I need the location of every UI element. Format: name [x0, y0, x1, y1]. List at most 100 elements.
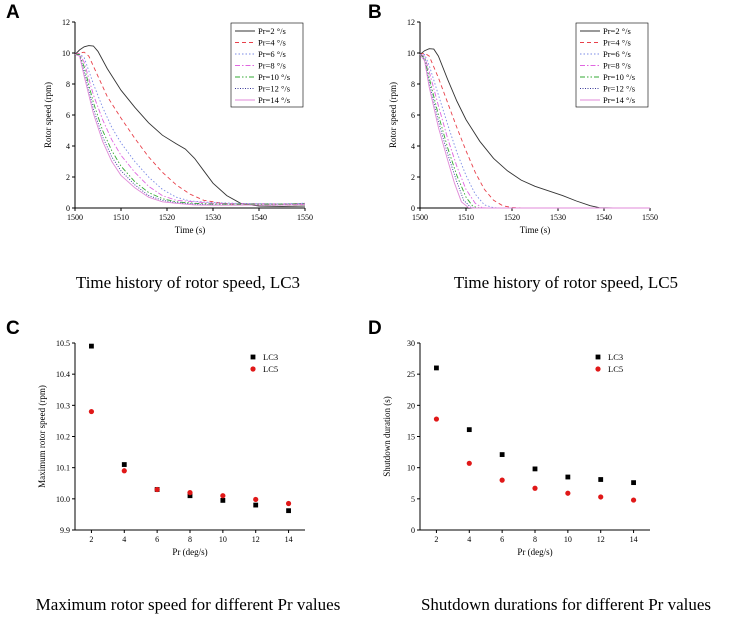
legend-label: LC5: [263, 364, 278, 374]
y-tick-label: 10: [62, 49, 70, 58]
series-line: [75, 54, 306, 205]
x-tick-label: 14: [630, 535, 638, 544]
legend-label: Pr=8 °/s: [258, 61, 286, 71]
x-tick-label: 1500: [412, 213, 428, 222]
y-tick-label: 6: [66, 111, 70, 120]
x-tick-label: 1530: [205, 213, 221, 222]
x-tick-label: 1500: [67, 213, 83, 222]
x-tick-label: 1540: [596, 213, 612, 222]
x-tick-label: 4: [467, 535, 471, 544]
legend-label: Pr=14 °/s: [603, 95, 635, 105]
y-tick-label: 4: [411, 142, 415, 151]
x-tick-label: 14: [285, 535, 293, 544]
data-point-lc5: [285, 500, 292, 507]
x-tick-label: 12: [597, 535, 605, 544]
data-point-lc5: [121, 468, 127, 474]
y-tick-label: 15: [407, 433, 415, 442]
y-tick-label: 6: [411, 111, 415, 120]
panel-d-caption: Shutdown durations for different Pr valu…: [420, 595, 712, 614]
x-axis-label: Pr (deg/s): [517, 547, 552, 557]
data-point-lc5: [433, 416, 440, 422]
x-tick-label: 1510: [458, 213, 474, 222]
data-point-lc3: [532, 466, 538, 472]
y-tick-label: 10.3: [56, 401, 70, 410]
y-tick-label: 10.0: [56, 495, 70, 504]
y-tick-label: 5: [411, 495, 415, 504]
x-tick-label: 1520: [504, 213, 520, 222]
panel-c-caption: Maximum rotor speed for different Pr val…: [35, 595, 341, 614]
legend-label: Pr=4 °/s: [603, 38, 631, 48]
panel-b-caption: Time history of rotor speed, LC5: [453, 273, 679, 292]
x-axis-label: Pr (deg/s): [172, 547, 207, 557]
y-tick-label: 10.2: [56, 433, 70, 442]
data-point-lc3: [121, 462, 127, 467]
legend-label: Pr=10 °/s: [603, 72, 635, 82]
legend-label: Pr=2 °/s: [603, 26, 631, 36]
y-tick-label: 0: [411, 204, 415, 213]
legend-label: Pr=12 °/s: [603, 84, 635, 94]
data-point-lc5: [565, 490, 571, 496]
data-point-lc3: [598, 477, 604, 482]
y-tick-label: 4: [66, 142, 70, 151]
y-tick-label: 12: [62, 18, 70, 27]
legend-label: Pr=12 °/s: [258, 84, 290, 94]
y-tick-label: 12: [407, 18, 415, 27]
chart-b: 1500 1510 1520 1530 1540 1550 0 2 4 6 8 10 12 Time (s…: [388, 18, 658, 235]
data-point-lc5: [88, 408, 95, 415]
legend-label: LC3: [608, 352, 623, 362]
x-tick-label: 1530: [550, 213, 566, 222]
y-tick-label: 9.9: [60, 526, 70, 535]
y-tick-label: 0: [66, 204, 70, 213]
legend-label: Pr=4 °/s: [258, 38, 286, 48]
y-tick-label: 10.4: [56, 370, 70, 379]
series-line: [419, 48, 650, 209]
y-tick-label: 20: [407, 401, 415, 410]
series-line: [419, 54, 650, 209]
data-point-lc3: [220, 497, 226, 503]
data-point-lc5: [154, 486, 160, 493]
data-point-lc5: [220, 493, 226, 499]
legend-label: LC5: [608, 364, 623, 374]
data-point-lc3: [434, 365, 439, 371]
x-tick-label: 12: [252, 535, 260, 544]
legend-box: [230, 22, 304, 108]
legend-label: Pr=6 °/s: [258, 49, 286, 59]
x-tick-label: 1540: [251, 213, 267, 222]
x-tick-label: 1550: [297, 213, 313, 222]
panel-b-letter: B: [368, 2, 382, 23]
x-tick-label: 6: [155, 535, 159, 544]
y-tick-label: 10.5: [56, 339, 70, 348]
series-line: [74, 54, 306, 206]
legend-swatch: [595, 366, 601, 372]
data-point-lc5: [532, 485, 538, 491]
legend-swatch: [595, 354, 601, 360]
x-tick-label: 1510: [113, 213, 129, 222]
y-tick-label: 25: [407, 370, 415, 379]
y-tick-label: 8: [66, 80, 70, 89]
x-tick-label: 10: [219, 535, 227, 544]
data-point-lc3: [286, 508, 291, 514]
x-tick-label: 2: [89, 535, 93, 544]
legend-label: Pr=6 °/s: [603, 49, 631, 59]
legend-label: Pr=14 °/s: [258, 95, 290, 105]
x-tick-label: 8: [533, 535, 537, 544]
x-tick-label: 6: [500, 535, 504, 544]
series-line: [74, 51, 306, 206]
data-point-lc5: [598, 494, 604, 500]
y-tick-label: 2: [411, 173, 415, 182]
panel-a-letter: A: [6, 2, 20, 23]
y-tick-label: 0: [411, 526, 415, 535]
series-line: [419, 52, 650, 209]
y-axis-label: Shutdown duration (s): [382, 396, 392, 477]
y-axis-label: Rotor speed (rpm): [43, 82, 53, 148]
x-tick-label: 2: [434, 535, 438, 544]
x-tick-label: 8: [188, 535, 192, 544]
data-point-lc3: [631, 480, 636, 486]
y-tick-label: 10.1: [56, 464, 70, 473]
legend-box: [575, 22, 649, 108]
y-tick-label: 2: [66, 173, 70, 182]
y-tick-label: 30: [407, 339, 415, 348]
legend-label: Pr=10 °/s: [258, 72, 290, 82]
data-point-lc3: [565, 474, 571, 480]
